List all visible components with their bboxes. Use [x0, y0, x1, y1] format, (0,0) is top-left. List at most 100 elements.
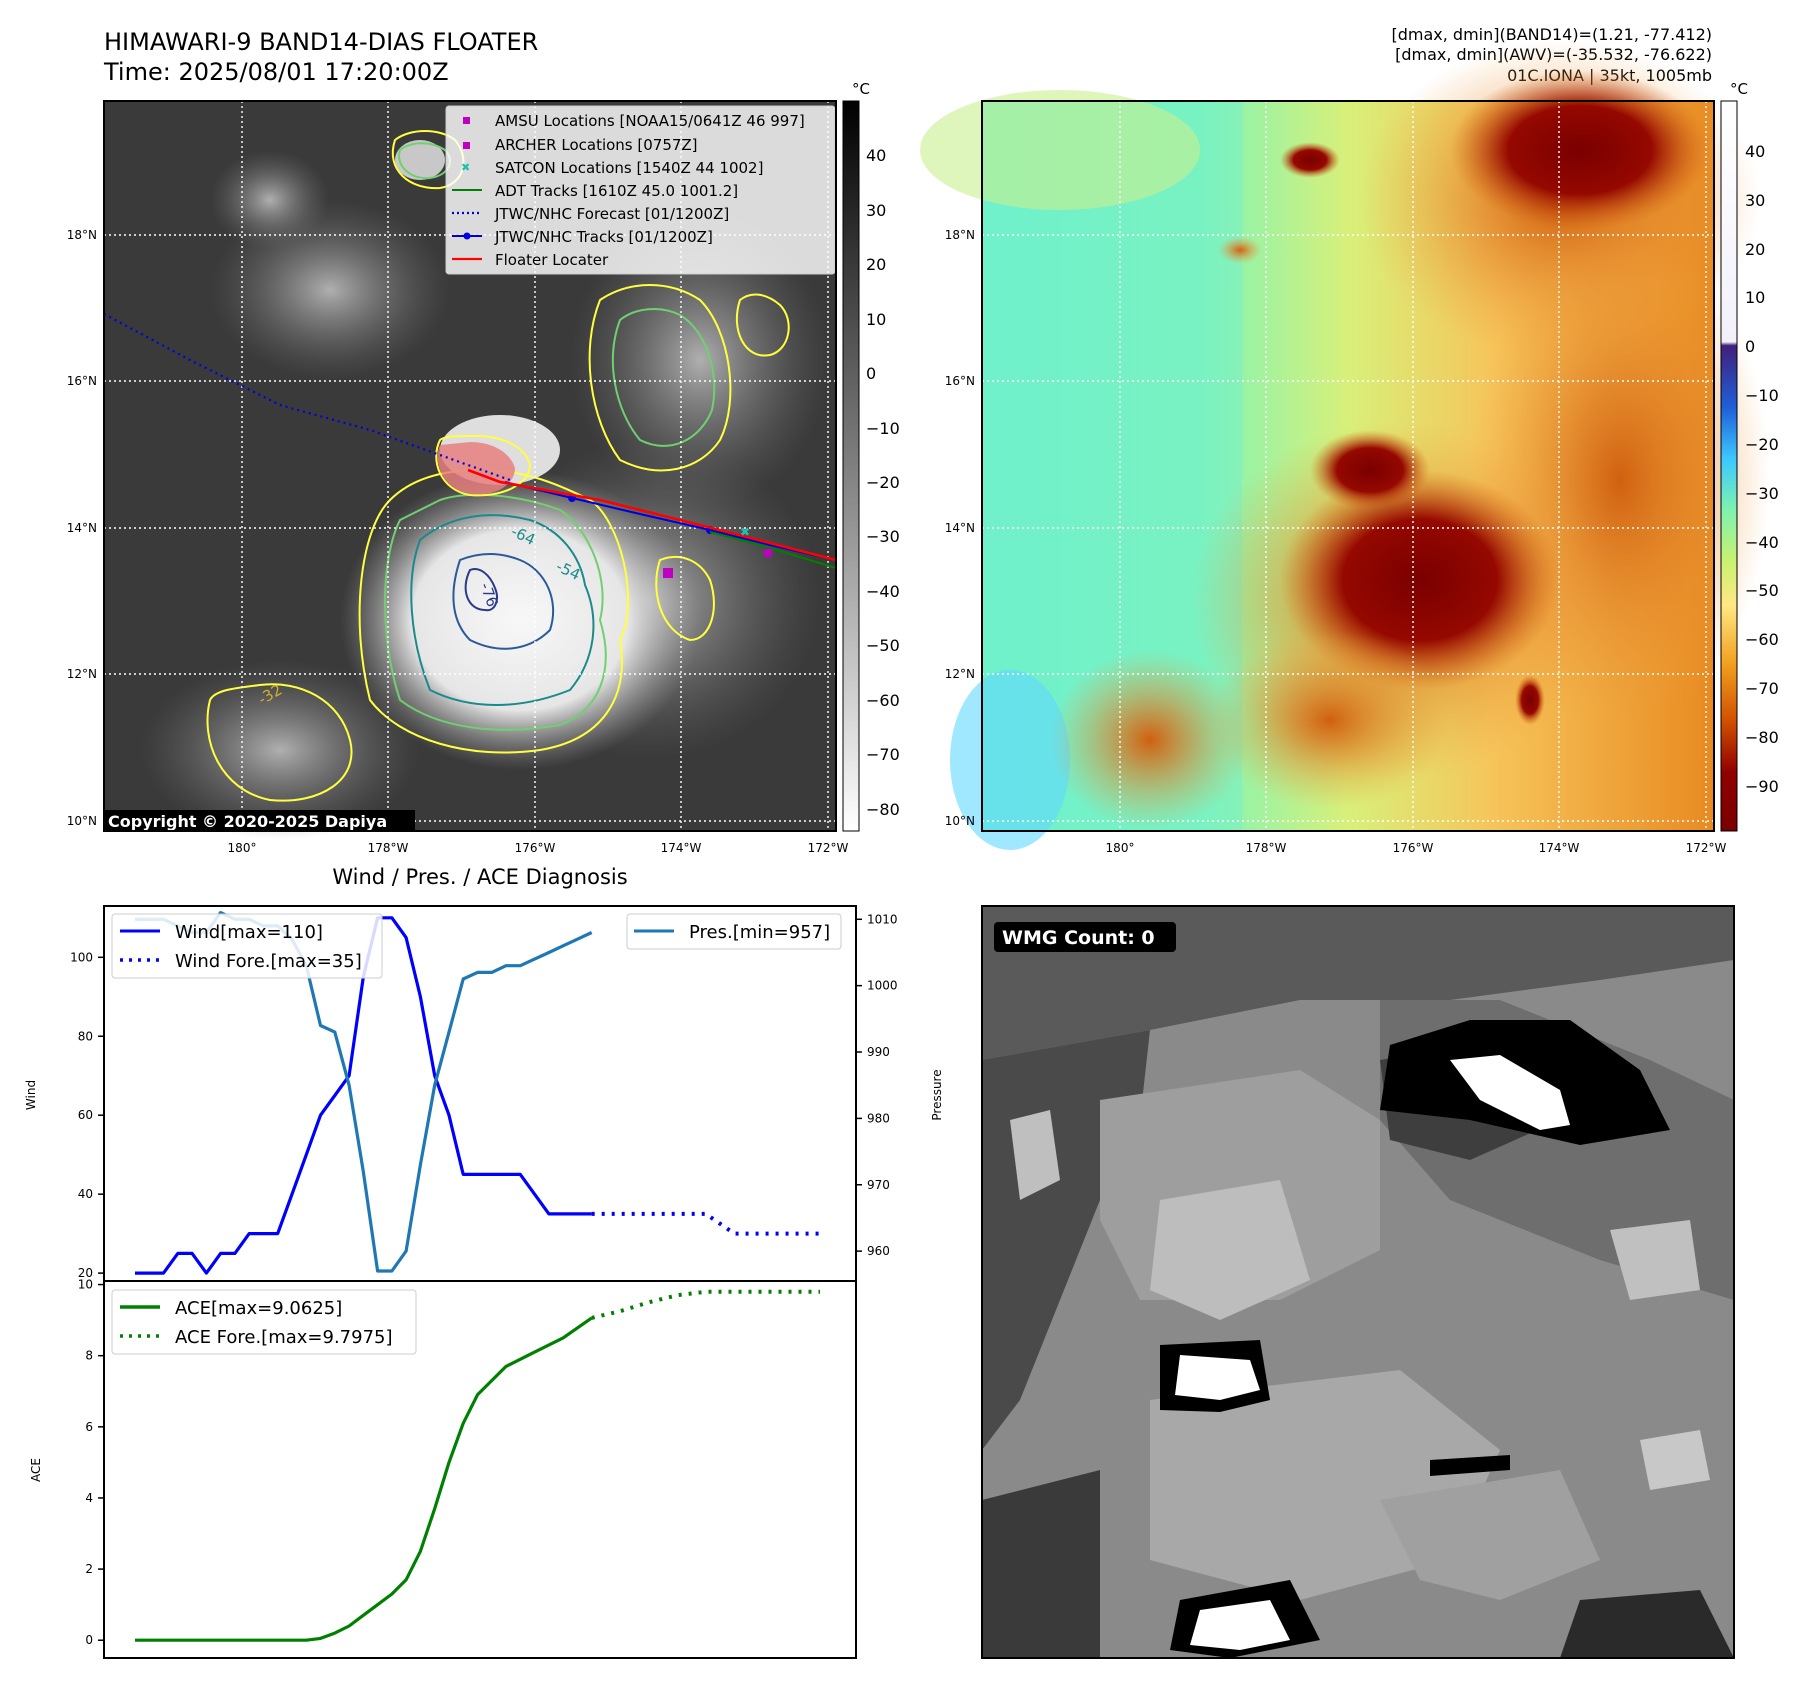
- lon-label: 178°W: [1246, 841, 1287, 855]
- legend-amsu-label: AMSU Locations [NOAA15/0641Z 46 997]: [495, 112, 805, 130]
- colorbar1-tick: −40: [866, 582, 900, 601]
- awv-warm-field: [1050, 40, 1770, 830]
- floater-locater-line: [467, 468, 837, 562]
- wind-y-ticks: 20 40 60 80 100: [70, 950, 104, 1280]
- colorbar2-tick: −70: [1745, 679, 1779, 698]
- legend-adt-label: ADT Tracks [1610Z 45.0 1001.2]: [495, 182, 738, 200]
- satcon-marker: ✖: [740, 525, 750, 539]
- band14-lat-labels: 18°N 16°N 14°N 12°N 10°N: [67, 228, 97, 828]
- wmg-frame: [981, 905, 1735, 1659]
- y-tick-label: 4: [85, 1491, 93, 1505]
- band14-contours: [206, 130, 790, 802]
- y-tick-label: 60: [78, 1108, 93, 1122]
- colorbar2-tick: −40: [1745, 533, 1779, 552]
- colorbar2-tick: 40: [1745, 142, 1765, 161]
- lon-label: 176°W: [1393, 841, 1434, 855]
- legend-satcon-label: SATCON Locations [1540Z 44 1002]: [495, 159, 763, 177]
- legend-forecast-label: JTWC/NHC Forecast [01/1200Z]: [494, 205, 729, 223]
- y-tick-label: 970: [867, 1178, 890, 1192]
- legend-floater-label: Floater Locater: [495, 251, 609, 269]
- legend-amsu-symbol: [463, 117, 470, 124]
- lat-label: 16°N: [67, 374, 97, 388]
- lon-label: 176°W: [515, 841, 556, 855]
- pressure-legend-label: Pres.[min=957]: [689, 922, 830, 943]
- ace-y-ticks: 0 2 4 6 8 10: [78, 1278, 104, 1647]
- figure-time: Time: 2025/08/01 17:20:00Z: [103, 58, 449, 86]
- lat-label: 14°N: [67, 521, 97, 535]
- y-tick-label: 1010: [867, 912, 898, 926]
- lon-label: 178°W: [368, 841, 409, 855]
- band14-map-panel: -64 -54 -76 -32 ✖ ✖ AMSU Locations [NOAA…: [67, 100, 849, 855]
- ace-legend-label: ACE[max=9.0625]: [175, 1298, 342, 1319]
- wmg-count-label: WMG Count: 0: [1002, 927, 1155, 949]
- lon-label: 172°W: [1686, 841, 1727, 855]
- colorbar1-tick: 20: [866, 255, 886, 274]
- y-tick-label: 2: [85, 1562, 93, 1576]
- band14-colorbar: °C 40 30 20 10 0 −10 −20 −30 −40 −50 −60…: [842, 80, 900, 832]
- colorbar2-tick: 0: [1745, 337, 1755, 356]
- awv-map-frame: [981, 100, 1715, 832]
- awv-lon-labels: 180° 178°W 176°W 174°W 172°W: [1106, 841, 1727, 855]
- adt-track-line: [709, 531, 837, 569]
- band14-stats: [dmax, dmin](BAND14)=(1.21, -77.412): [1392, 25, 1713, 44]
- colorbar1-tick: −80: [866, 800, 900, 819]
- chart-title: Wind / Pres. / ACE Diagnosis: [332, 865, 627, 889]
- legend-archer-symbol: [463, 142, 470, 149]
- ace-axis-label: ACE: [29, 1458, 43, 1482]
- ace-lines: [135, 1289, 820, 1642]
- awv-map-panel: 18°N 16°N 14°N 12°N 10°N 180° 178°W 176°…: [920, 40, 1770, 855]
- band14-map-frame: [103, 100, 837, 832]
- colorbar2-tick: −60: [1745, 630, 1779, 649]
- ace-chart: 0 2 4 6 8 10 ACE ACE[max=9.0625] ACE Fore.[ma…: [29, 1278, 857, 1659]
- lat-label: 10°N: [945, 814, 975, 828]
- y-tick-label: 80: [78, 1029, 93, 1043]
- wmg-count-badge: [994, 922, 1176, 952]
- colorbar2-ticks: 40 30 20 10 0 −10 −20 −30 −40 −50 −60 −7…: [1745, 142, 1779, 796]
- colorbar2-gradient: [1720, 100, 1738, 832]
- lat-label: 18°N: [945, 228, 975, 242]
- y-tick-label: 8: [85, 1349, 93, 1363]
- awv-blue-corner: [950, 670, 1070, 850]
- colorbar2-tick: −10: [1745, 386, 1779, 405]
- amsu-marker: [663, 568, 673, 578]
- y-tick-label: 6: [85, 1420, 93, 1434]
- y-tick-label: 0: [85, 1633, 93, 1647]
- ace-legend-box: [111, 1289, 417, 1355]
- pressure-y-ticks: 960 970 980 990 1000 1010: [856, 912, 898, 1258]
- colorbar1-tick: 0: [866, 364, 876, 383]
- y-tick-label: 40: [78, 1187, 93, 1201]
- awv-colorbar: °C 40 30 20 10 0 −10 −20 −30 −40 −50 −60…: [1720, 80, 1779, 832]
- colorbar1-tick: −10: [866, 419, 900, 438]
- copyright-badge: [104, 810, 415, 832]
- colorbar1-unit: °C: [852, 80, 870, 98]
- series-line: [135, 1316, 593, 1642]
- colorbar2-tick: −30: [1745, 484, 1779, 503]
- colorbar2-unit: °C: [1730, 80, 1748, 98]
- colorbar1-tick: −30: [866, 527, 900, 546]
- colorbar2-tick: 30: [1745, 191, 1765, 210]
- colorbar2-tick: 20: [1745, 240, 1765, 259]
- wind-pressure-chart: Wind / Pres. / ACE Diagnosis 20 40 60 80 100…: [24, 865, 944, 1282]
- y-tick-label: 1000: [867, 979, 898, 993]
- y-tick-label: 990: [867, 1045, 890, 1059]
- ace-fore-legend-label: ACE Fore.[max=9.7975]: [175, 1327, 393, 1348]
- jtwc-forecast-line: [103, 313, 511, 482]
- lon-label: 180°: [1106, 841, 1135, 855]
- jtwc-track-line: [504, 481, 837, 561]
- wind-fore-legend-label: Wind Fore.[max=35]: [175, 951, 362, 972]
- lat-label: 14°N: [945, 521, 975, 535]
- awv-lat-labels: 18°N 16°N 14°N 12°N 10°N: [945, 228, 975, 828]
- archer-marker: [764, 549, 772, 557]
- awv-gridlines: [982, 101, 1714, 831]
- awv-green-top-left: [920, 90, 1200, 210]
- colorbar1-tick: 10: [866, 310, 886, 329]
- colorbar1-tick: 40: [866, 146, 886, 165]
- map-legend: ✖ AMSU Locations [NOAA15/0641Z 46 997] A…: [445, 105, 836, 275]
- y-tick-label: 960: [867, 1244, 890, 1258]
- legend-track-label: JTWC/NHC Tracks [01/1200Z]: [494, 228, 713, 246]
- lat-label: 18°N: [67, 228, 97, 242]
- wmg-panel: WMG Count: 0: [981, 905, 1735, 1659]
- colorbar2-tick: −80: [1745, 728, 1779, 747]
- colorbar1-tick: 30: [866, 201, 886, 220]
